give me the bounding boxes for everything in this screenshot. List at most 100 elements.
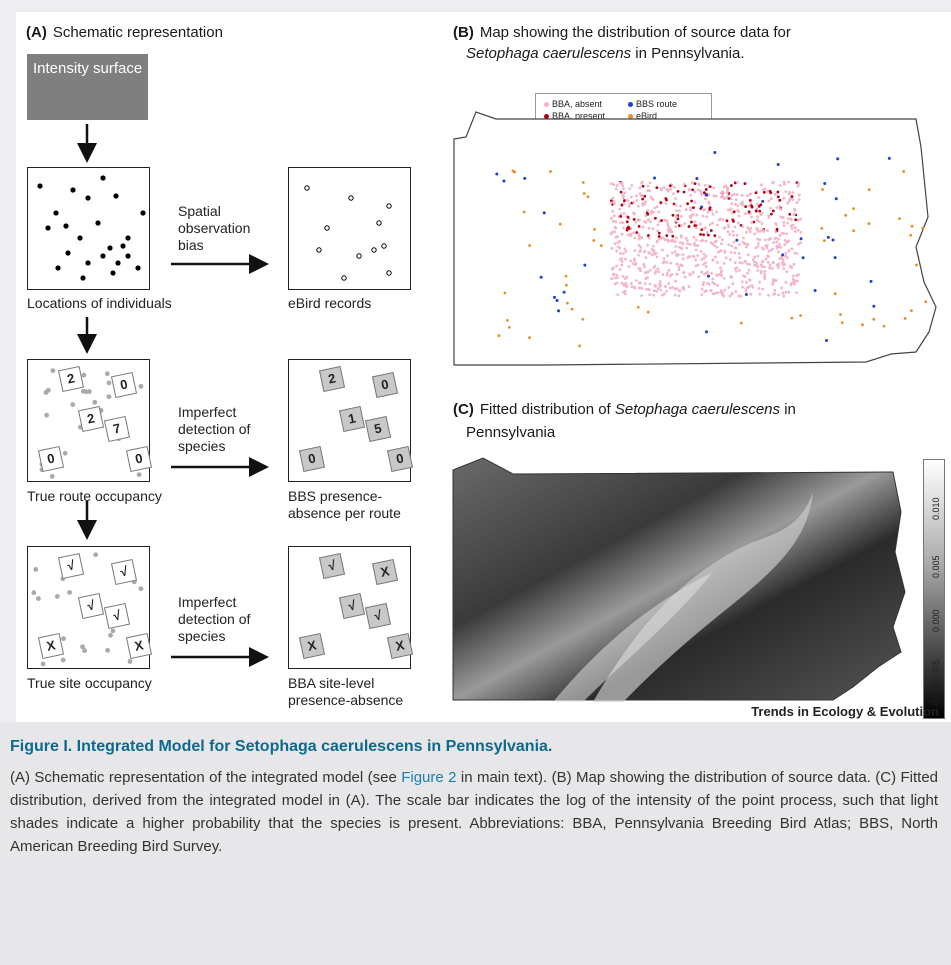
bba-point	[784, 290, 788, 294]
ebird-map-point	[910, 309, 913, 312]
bba-point	[756, 218, 759, 222]
bba-point	[680, 214, 683, 218]
bba-point	[749, 226, 753, 230]
bba-point	[727, 243, 731, 247]
bba-point	[688, 214, 692, 218]
bba-point	[773, 288, 777, 292]
bba-point	[779, 215, 783, 219]
bba-point	[661, 248, 664, 252]
bba-point	[708, 223, 712, 227]
individual-point	[140, 210, 146, 216]
bba-point	[725, 186, 729, 190]
bba-point	[625, 220, 629, 224]
bba-point	[640, 193, 644, 197]
bba-point	[743, 182, 747, 186]
bba-point	[683, 275, 687, 279]
bba-point	[725, 189, 729, 192]
bba-point	[705, 231, 709, 235]
pennsylvania-outline	[453, 111, 937, 366]
bba-point	[647, 234, 650, 237]
bba-point	[796, 218, 800, 222]
bba-point	[797, 273, 800, 277]
bba-point	[753, 232, 757, 236]
bba-point	[785, 241, 789, 244]
bba-point	[699, 192, 703, 195]
bba-point	[740, 261, 744, 265]
bba-point	[620, 203, 624, 207]
bbs-route-point	[781, 253, 785, 257]
bba-point	[791, 223, 795, 227]
bba-point	[663, 238, 667, 242]
ebird-map-point	[867, 222, 871, 225]
individual-point	[77, 235, 83, 241]
bba-point	[778, 204, 782, 208]
bias-label: Spatial observation bias	[178, 203, 251, 253]
bba-point	[638, 192, 642, 196]
bba-point	[720, 242, 723, 246]
bbs-route-point	[831, 238, 835, 242]
bba-point	[780, 286, 784, 290]
bba-point	[743, 242, 747, 245]
bba-point	[733, 251, 737, 255]
background-point	[105, 647, 111, 653]
bbs-route-point	[872, 304, 876, 308]
bba-point	[647, 251, 651, 254]
bba-point	[757, 220, 761, 224]
bba-point	[747, 268, 751, 272]
figure-2-link[interactable]: Figure 2	[401, 769, 457, 786]
bba-point	[734, 269, 738, 273]
background-point	[104, 371, 110, 377]
ebird-map-point	[566, 301, 569, 305]
individual-point	[95, 220, 101, 226]
bba-point	[759, 271, 763, 275]
bba-point	[675, 272, 679, 276]
bba-point	[680, 223, 683, 227]
bba-point	[756, 215, 760, 219]
bba-point	[611, 196, 615, 200]
ebird-map-point	[872, 317, 876, 321]
bba-point	[671, 213, 675, 217]
bba-point	[781, 216, 785, 219]
locations-label: Locations of individuals	[27, 295, 172, 311]
ebird-map-point	[522, 210, 526, 214]
bbs-route-point	[583, 263, 587, 267]
bba-point	[730, 291, 734, 295]
bba-point	[729, 275, 733, 278]
bba-point	[691, 254, 695, 258]
bba-point	[626, 233, 630, 237]
bba-point	[714, 194, 718, 198]
bba-point	[689, 208, 692, 212]
bba-point	[793, 226, 797, 230]
bba-point	[771, 181, 774, 185]
bba-point	[611, 219, 615, 223]
bba-point	[764, 244, 768, 248]
bba-point	[622, 211, 626, 215]
bba-point	[778, 184, 782, 187]
ebird-map-point	[646, 310, 650, 314]
bba-point	[615, 249, 619, 253]
ebird-map-point	[507, 325, 511, 329]
bba-point	[768, 266, 772, 270]
bba-point	[653, 216, 657, 220]
bba-point	[624, 249, 628, 253]
bba-point	[667, 282, 671, 285]
bba-point	[756, 244, 760, 248]
bba-point	[677, 294, 681, 298]
bba-point	[659, 288, 663, 292]
bba-point	[717, 218, 721, 222]
bba-point	[629, 195, 633, 199]
bba-point	[638, 218, 641, 222]
bba-point	[747, 285, 751, 288]
bba-point	[758, 292, 762, 296]
bba-point	[660, 236, 664, 240]
bba-point	[784, 280, 788, 284]
bbs-route-point	[713, 150, 717, 154]
bba-point	[614, 187, 618, 191]
individual-point	[85, 195, 91, 201]
bba-point	[786, 201, 789, 205]
bba-point	[640, 287, 644, 290]
bba-point	[783, 263, 787, 266]
bba-point	[777, 245, 781, 249]
bba-point	[763, 272, 766, 276]
